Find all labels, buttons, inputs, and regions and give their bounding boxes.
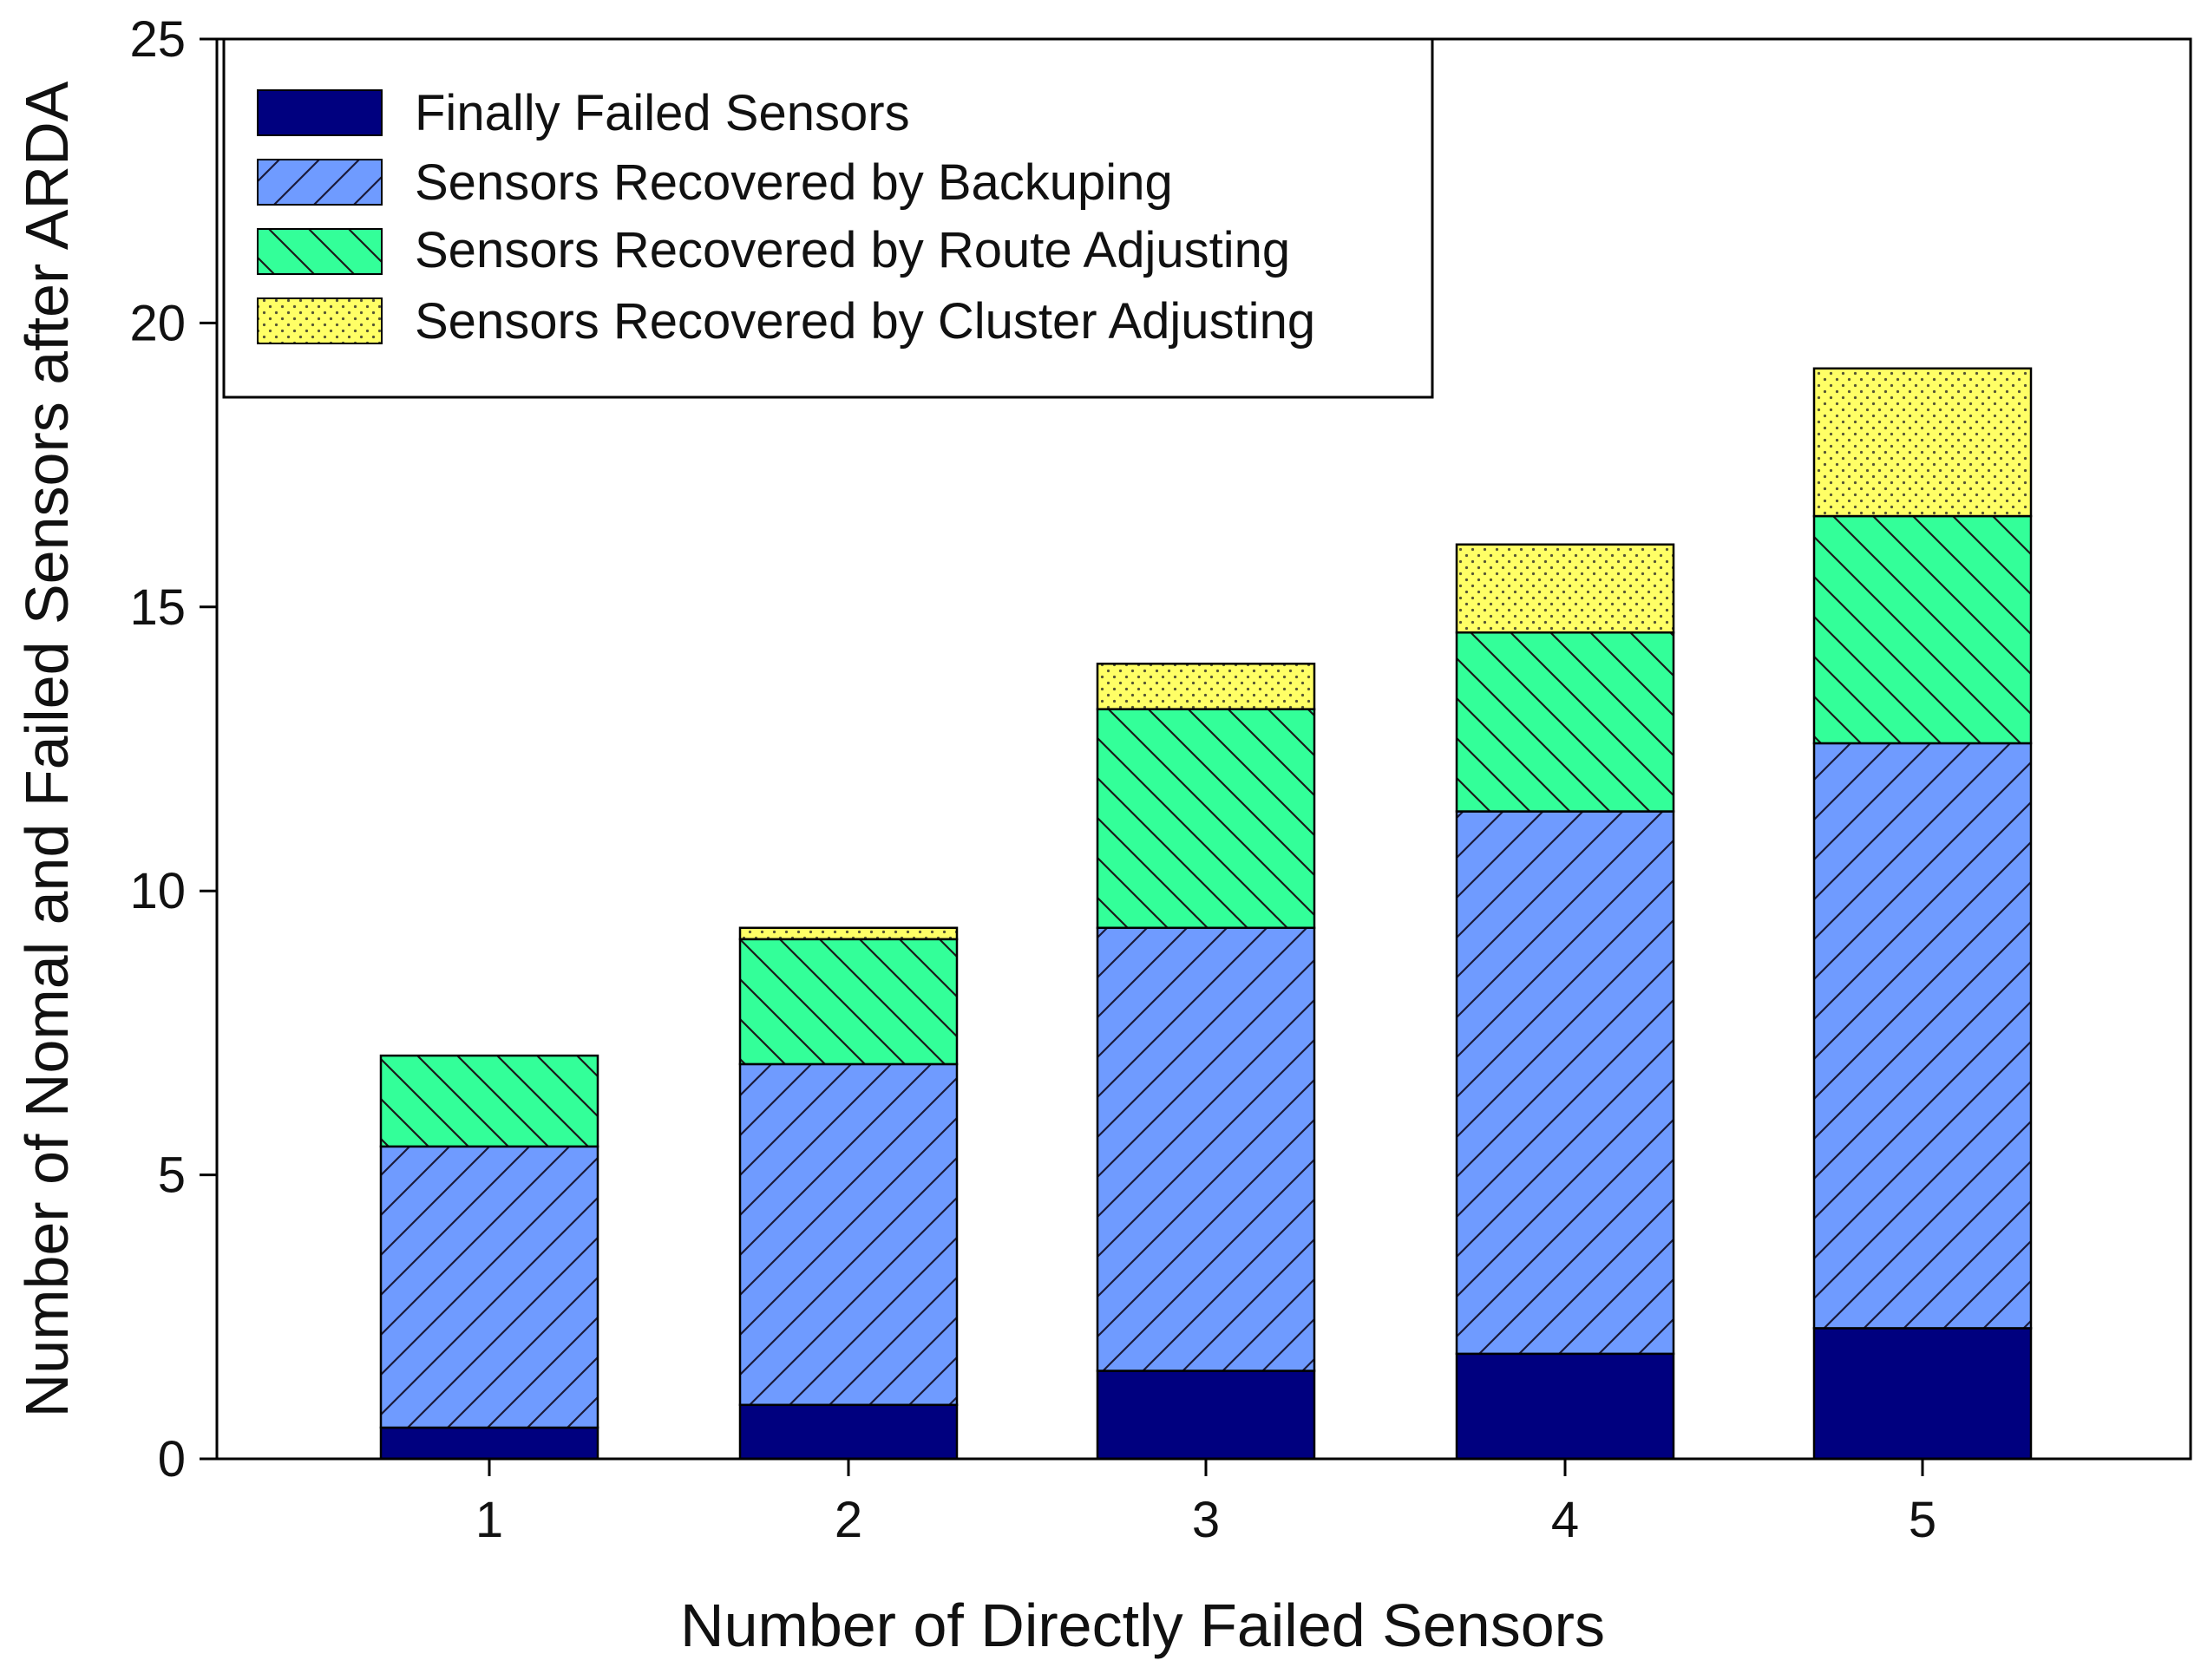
x-tick-label-2: 2 <box>835 1492 862 1548</box>
bar-pattern-sensors-recovered-by-backuping-2 <box>740 1063 957 1405</box>
legend-entry-backuping: Sensors Recovered by Backuping <box>257 154 1173 211</box>
axes-layer: 0 5 10 15 20 25 1 2 3 4 5 <box>129 11 1936 1548</box>
bar-fill-finally-failed-sensors-1 <box>381 1427 598 1459</box>
legend-label-backuping: Sensors Recovered by Backuping <box>415 154 1173 211</box>
bar-segment-sensors-recovered-by-cluster-adjusting-3 <box>1096 663 1316 710</box>
bar-pattern-sensors-recovered-by-backuping-3 <box>1097 927 1314 1371</box>
x-tick-label-3: 3 <box>1192 1492 1220 1548</box>
bar-fill-finally-failed-sensors-5 <box>1814 1328 2031 1459</box>
bar-pattern-sensors-recovered-by-cluster-adjusting-2 <box>740 927 957 939</box>
legend-swatch-backuping-hatch <box>257 159 383 206</box>
bar-pattern-sensors-recovered-by-backuping-4 <box>1457 811 1674 1354</box>
bar-fill-finally-failed-sensors-2 <box>740 1404 957 1459</box>
bar-segment-sensors-recovered-by-cluster-adjusting-5 <box>1812 367 2033 518</box>
bar-segment-sensors-recovered-by-backuping-4 <box>1455 810 1675 1356</box>
legend-label-finally-failed: Finally Failed Sensors <box>415 85 910 141</box>
bar-pattern-sensors-recovered-by-route-adjusting-5 <box>1814 516 2031 743</box>
y-axis-title: Number of Nomal and Failed Sensors after… <box>13 81 81 1417</box>
x-tick-label-1: 1 <box>475 1492 503 1548</box>
bar-segment-sensors-recovered-by-route-adjusting-2 <box>738 938 959 1066</box>
bar-segment-finally-failed-sensors-1 <box>379 1426 599 1461</box>
bars-layer <box>379 367 2033 1461</box>
bar-segment-sensors-recovered-by-route-adjusting-3 <box>1096 708 1316 930</box>
legend: Finally Failed Sensors Sensors Recovered… <box>222 37 1434 399</box>
legend-entry-route-adjusting: Sensors Recovered by Route Adjusting <box>257 222 1290 278</box>
y-tick-label-15: 15 <box>129 579 186 636</box>
bar-outline-sensors-recovered-by-route-adjusting-1 <box>379 1054 599 1148</box>
bar-outline-sensors-recovered-by-cluster-adjusting-3 <box>1096 663 1316 710</box>
bar-fill-finally-failed-sensors-4 <box>1457 1353 1674 1459</box>
bar-segment-sensors-recovered-by-route-adjusting-1 <box>379 1054 599 1148</box>
bar-pattern-sensors-recovered-by-route-adjusting-2 <box>740 938 957 1064</box>
bar-pattern-sensors-recovered-by-route-adjusting-3 <box>1097 709 1314 928</box>
legend-swatch-route-hatch <box>257 228 383 275</box>
legend-entry-finally-failed: Finally Failed Sensors <box>257 85 910 141</box>
bar-pattern-sensors-recovered-by-backuping-5 <box>1814 742 2031 1329</box>
bar-segment-sensors-recovered-by-route-adjusting-5 <box>1812 514 2033 745</box>
y-tick-label-0: 0 <box>158 1431 186 1487</box>
bar-segment-finally-failed-sensors-2 <box>738 1403 959 1461</box>
bar-pattern-sensors-recovered-by-cluster-adjusting-3 <box>1097 664 1314 709</box>
bar-pattern-sensors-recovered-by-route-adjusting-1 <box>381 1056 598 1147</box>
y-tick-label-25: 25 <box>129 11 186 68</box>
bar-segment-finally-failed-sensors-4 <box>1455 1352 1675 1461</box>
y-tick-label-10: 10 <box>129 863 186 919</box>
bar-outline-sensors-recovered-by-cluster-adjusting-2 <box>738 926 959 941</box>
bar-segment-sensors-recovered-by-route-adjusting-4 <box>1455 631 1675 813</box>
bar-segment-finally-failed-sensors-3 <box>1096 1369 1316 1461</box>
bar-segment-sensors-recovered-by-backuping-5 <box>1812 742 2033 1330</box>
x-tick-label-4: 4 <box>1551 1492 1579 1548</box>
legend-box <box>222 37 1434 399</box>
legend-swatch-finally-failed <box>257 89 383 136</box>
bar-segment-sensors-recovered-by-cluster-adjusting-2 <box>738 926 959 941</box>
bar-segment-sensors-recovered-by-backuping-2 <box>738 1062 959 1407</box>
bar-segment-sensors-recovered-by-backuping-1 <box>379 1145 599 1429</box>
legend-entry-cluster-adjusting: Sensors Recovered by Cluster Adjusting <box>257 293 1315 350</box>
x-axis-title: Number of Directly Failed Sensors <box>680 1592 1605 1659</box>
x-tick-label-5: 5 <box>1909 1492 1936 1548</box>
legend-label-route-adjusting: Sensors Recovered by Route Adjusting <box>415 222 1290 278</box>
bar-pattern-sensors-recovered-by-cluster-adjusting-4 <box>1457 544 1674 633</box>
bar-outline-sensors-recovered-by-cluster-adjusting-4 <box>1455 543 1675 634</box>
bar-segment-sensors-recovered-by-cluster-adjusting-4 <box>1455 543 1675 634</box>
bar-pattern-sensors-recovered-by-cluster-adjusting-5 <box>1814 368 2031 517</box>
y-tick-label-20: 20 <box>129 295 186 351</box>
bar-segment-sensors-recovered-by-backuping-3 <box>1096 926 1316 1372</box>
bar-fill-finally-failed-sensors-3 <box>1097 1370 1314 1459</box>
legend-label-cluster-adjusting: Sensors Recovered by Cluster Adjusting <box>415 293 1315 350</box>
bar-segment-finally-failed-sensors-5 <box>1812 1327 2033 1461</box>
legend-swatch-cluster-dots <box>257 297 383 344</box>
y-tick-label-5: 5 <box>158 1147 186 1204</box>
bar-outline-sensors-recovered-by-cluster-adjusting-5 <box>1812 367 2033 518</box>
bar-pattern-sensors-recovered-by-backuping-1 <box>381 1146 598 1428</box>
bar-pattern-sensors-recovered-by-route-adjusting-4 <box>1457 632 1674 812</box>
